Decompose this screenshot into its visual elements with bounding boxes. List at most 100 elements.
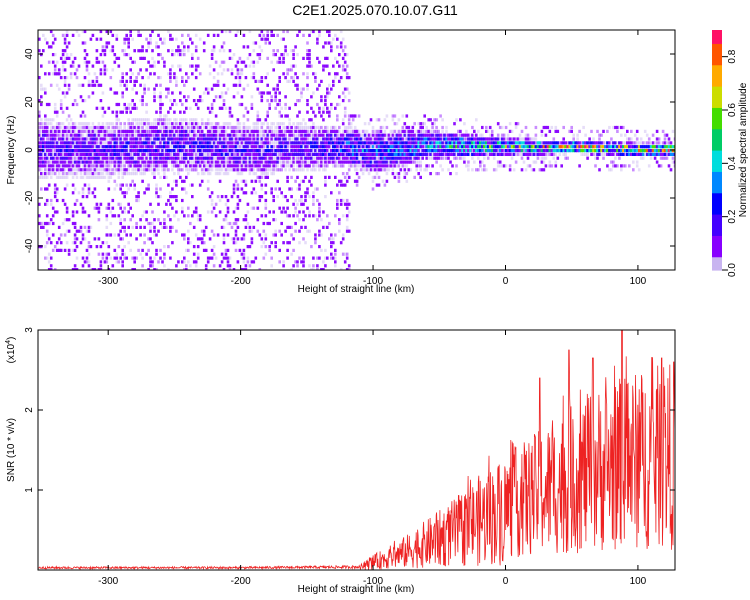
spectrogram-cell (475, 137, 478, 141)
spectrogram-cell (167, 156, 170, 160)
spectrogram-cell (51, 137, 55, 141)
spectrogram-cell (343, 95, 347, 99)
spectrogram-cell (175, 79, 178, 83)
spectrogram-cell (181, 210, 184, 214)
spectrogram-cell (40, 125, 43, 130)
spectrogram-cell (220, 95, 224, 99)
spectrogram-cell (157, 122, 160, 126)
spectrogram-cell (75, 30, 79, 34)
spectrogram-cell (59, 233, 63, 237)
spectrogram-cell (260, 122, 264, 126)
spectrogram-cell (302, 149, 305, 153)
spectrogram-cell (117, 125, 121, 130)
spectrogram-cell (624, 152, 627, 156)
spectrogram-cell (85, 122, 89, 126)
spectrogram-cell (582, 145, 585, 149)
spectrogram-cell (534, 125, 538, 130)
spectrogram-cell (473, 133, 476, 137)
spectrogram-cell (81, 233, 85, 237)
spectrogram-cell (109, 149, 113, 153)
spectrogram-cell (214, 149, 218, 153)
spectrogram-cell (302, 210, 305, 214)
spectrogram-cell (196, 145, 200, 149)
spectrogram-cell (264, 156, 268, 160)
spectrogram-cell (99, 268, 103, 270)
spectrogram-cell (645, 152, 649, 156)
spectrogram-cell (409, 129, 413, 133)
spectrogram-cell (536, 149, 540, 153)
spectrogram-cell (159, 164, 162, 168)
spectrogram-cell (59, 133, 63, 137)
spectrogram-cell (377, 149, 381, 153)
spectrogram-cell (133, 137, 136, 141)
spectrogram-cell (596, 156, 599, 160)
spectrogram-cell (71, 33, 75, 37)
spectrogram-cell (131, 118, 134, 122)
spectrogram-cell (290, 268, 293, 270)
spectrogram-cell (234, 137, 238, 141)
spectrogram-cell (488, 149, 492, 153)
spectrogram-cell (59, 175, 63, 179)
spectrogram-cell (403, 160, 407, 164)
spectrogram-cell (63, 202, 67, 206)
spectrogram-cell (572, 137, 575, 141)
spectrogram-cell (465, 164, 468, 168)
spectrogram-cell (290, 68, 293, 72)
spectrogram-cell (155, 187, 158, 191)
spectrogram-cell (61, 175, 65, 179)
spectrogram-cell (159, 129, 162, 133)
spectrogram-cell (149, 137, 152, 141)
spectrogram-cell (107, 175, 111, 179)
spectrogram-cell (250, 229, 254, 233)
spectrogram-cell (167, 137, 170, 141)
spectrogram-cell (435, 137, 438, 141)
spectrogram-cell (266, 221, 269, 226)
spectrogram-cell (55, 152, 59, 156)
spectrogram-cell (191, 64, 194, 68)
spectrogram-cell (286, 125, 289, 130)
spectrogram-cell (38, 133, 41, 137)
spectrogram-cell (403, 168, 407, 172)
spectrogram-cell (123, 252, 126, 256)
spectrogram-cell (641, 149, 645, 153)
spectrogram-cell (628, 141, 631, 145)
spectrogram-cell (314, 187, 317, 191)
spectrogram-cell (230, 195, 234, 199)
spectrogram-cell (423, 141, 426, 145)
spectrogram-cell (137, 198, 140, 203)
spectrogram-cell (40, 129, 43, 133)
spectrogram-cell (171, 122, 174, 126)
spectrogram-cell (107, 149, 111, 153)
spectrogram-cell (44, 91, 47, 95)
spectrogram-cell (121, 95, 124, 99)
spectrogram-cell (196, 172, 200, 176)
spectrogram-cell (220, 137, 224, 141)
spectrogram-cell (441, 145, 444, 149)
spectrogram-cell (341, 37, 345, 41)
spectrogram-cell (256, 164, 260, 168)
spectrogram-cell (343, 125, 347, 130)
spectrogram-cell (345, 149, 349, 153)
spectrogram-cell (246, 210, 250, 214)
spectrogram-cell (391, 164, 395, 168)
spectrogram-cell (183, 141, 186, 145)
spectrogram-cell (117, 175, 121, 179)
spectrogram-cell (598, 141, 601, 145)
spectrogram-cell (79, 114, 83, 118)
spectrogram-cell (276, 141, 279, 145)
spectrogram-cell (49, 175, 53, 179)
spectrogram-cell (226, 160, 230, 164)
spectrogram-cell (328, 30, 331, 34)
spectrogram-cell (345, 72, 349, 76)
spectrogram-cell (145, 122, 148, 126)
spectrogram-cell (570, 145, 573, 149)
spectrogram-cell (548, 164, 552, 168)
spectrogram-cell (218, 172, 222, 176)
spectrogram-cell (522, 160, 526, 164)
spectrogram-cell (647, 152, 651, 156)
spectrogram-cell (173, 110, 176, 114)
spectrogram-cell (75, 149, 79, 153)
spectrogram-cell (385, 172, 389, 176)
spectrogram-cell (272, 145, 275, 149)
spectrogram-cell (49, 133, 53, 137)
